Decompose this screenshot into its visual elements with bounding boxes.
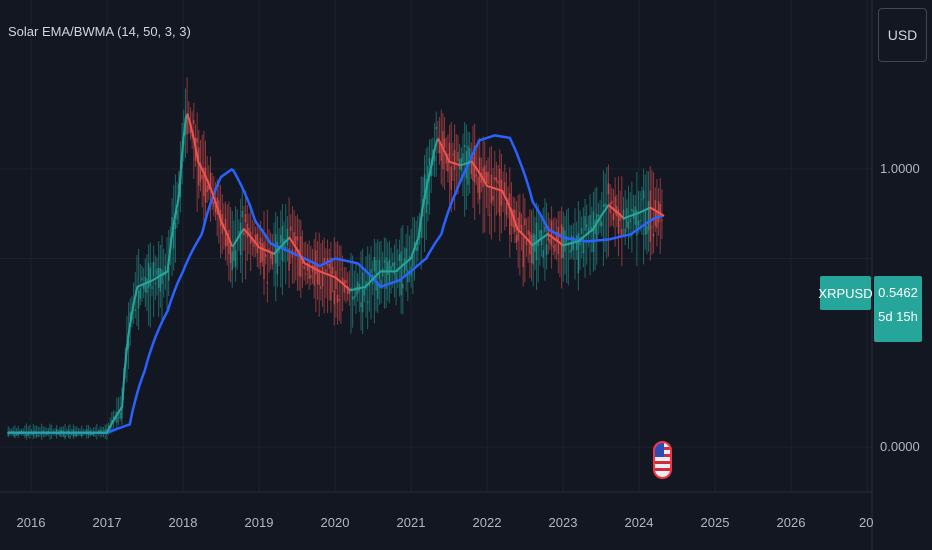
- indicator-lines: [7, 113, 665, 434]
- ema-line-segment: [128, 315, 133, 327]
- price-tick-label: 1.0000: [880, 161, 920, 176]
- symbol-badge: XRPUSD: [818, 276, 873, 310]
- ema-line-segment: [183, 116, 188, 131]
- year-tick-label: 202: [859, 515, 873, 530]
- ema-line-segment: [127, 324, 131, 338]
- ema-line-segment: [131, 299, 136, 309]
- ema-line-segment: [429, 159, 434, 170]
- ema-line-segment: [426, 174, 431, 184]
- year-tick-label: 2018: [168, 515, 198, 530]
- ema-line-segment: [175, 198, 180, 208]
- ema-line-segment: [134, 285, 139, 295]
- ema-line-segment: [177, 181, 181, 201]
- year-tick-label: 2016: [16, 515, 46, 530]
- ema-line-segment: [431, 152, 435, 162]
- ema-line-segment: [125, 335, 130, 351]
- ema-line-segment: [417, 224, 422, 239]
- ema-line-segment: [168, 242, 172, 258]
- ema-line-segment: [191, 130, 195, 139]
- ema-line-segment: [432, 145, 437, 155]
- year-tick-label: 2022: [472, 515, 502, 530]
- ema-line-segment: [428, 167, 432, 177]
- ema-line-segment: [178, 159, 183, 184]
- ema-line-segment: [166, 255, 171, 273]
- ema-line-segment: [434, 139, 438, 148]
- bar-countdown: 5d 15h: [878, 309, 918, 324]
- ema-line-segment: [420, 204, 425, 216]
- ema-line-segment: [660, 213, 665, 217]
- ema-line-segment: [169, 231, 174, 245]
- year-tick-label: 2021: [396, 515, 426, 530]
- year-tick-label: 2020: [320, 515, 350, 530]
- ema-line-segment: [425, 181, 429, 191]
- year-tick-label: 2024: [624, 515, 654, 530]
- year-tick-label: 2023: [548, 515, 578, 530]
- year-tick-label: 2019: [244, 515, 274, 530]
- ema-line-segment: [171, 221, 175, 234]
- last-price-badge: 0.5462 5d 15h: [874, 276, 922, 342]
- ema-line-segment: [195, 151, 200, 163]
- ema-line-segment: [122, 363, 127, 384]
- ema-line-segment: [194, 144, 198, 154]
- ema-line-segment: [423, 188, 428, 198]
- bwma-line: [8, 134, 664, 434]
- ema-line-segment: [192, 136, 197, 147]
- ema-line-segment: [419, 213, 423, 227]
- last-price-value: 0.5462: [878, 285, 918, 300]
- indicator-legend-label[interactable]: Solar EMA/BWMA (14, 50, 3, 3): [8, 24, 191, 39]
- ema-line-segment: [172, 213, 177, 224]
- year-tick-label: 2025: [700, 515, 730, 530]
- ema-line-segment: [121, 381, 125, 408]
- price-tick-label: 0.0000: [880, 439, 920, 454]
- year-tick-label: 2017: [92, 515, 122, 530]
- ema-line-segment: [189, 124, 194, 133]
- ema-line-segment: [180, 142, 184, 162]
- ema-line-segment: [124, 348, 128, 366]
- currency-button[interactable]: USD: [878, 8, 927, 62]
- ema-line-segment: [182, 128, 186, 145]
- year-tick-label: 2026: [776, 515, 806, 530]
- us-flag-icon[interactable]: [653, 441, 672, 479]
- ema-line-segment: [130, 306, 134, 318]
- ema-line-segment: [133, 292, 137, 302]
- ema-line-segment: [174, 205, 178, 216]
- ema-line-segment: [422, 195, 426, 207]
- grid-layer: [0, 0, 872, 492]
